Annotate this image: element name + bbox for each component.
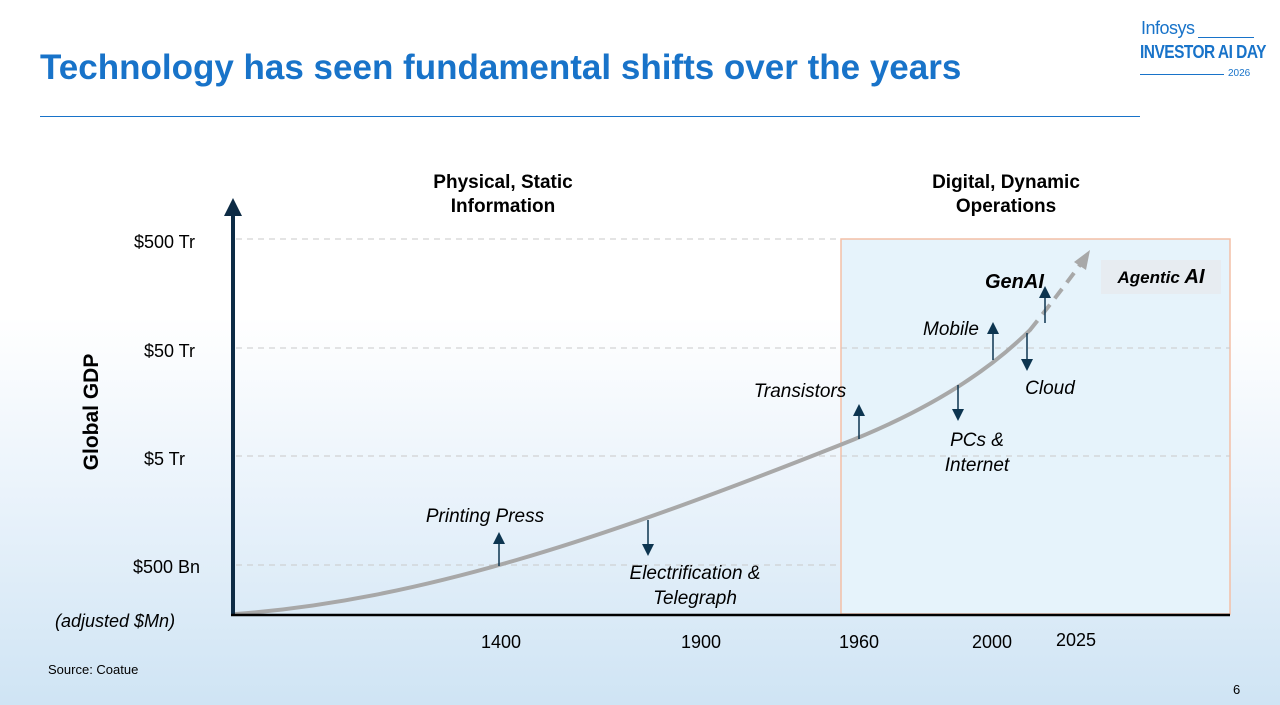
x-tick-1900: 1900 (680, 632, 722, 652)
source-note: Source: Coatue (48, 662, 139, 677)
x-tick-1400: 1400 (480, 632, 522, 652)
gdp-curve-projection (1028, 263, 1082, 332)
event-printing-press: Printing Press (425, 506, 545, 527)
projection-arrowhead (1074, 250, 1090, 270)
x-tick-2025: 2025 (1055, 630, 1097, 650)
event-electrification: Electrification & Telegraph (605, 561, 785, 611)
logo-event: INVESTOR AI DAY (1140, 42, 1266, 62)
event-pcs-internet-line2: Internet (944, 455, 1010, 476)
x-tick-1960: 1960 (838, 632, 880, 652)
y-tick-500-tr: $500 Tr (133, 232, 195, 252)
gdp-curve (234, 328, 1032, 616)
y-tick-50-tr: $50 Tr (143, 341, 195, 361)
infosys-logo: Infosys INVESTOR AI DAY 2026 (1140, 18, 1266, 84)
event-transistors: Transistors (753, 381, 847, 402)
logo-brand-line (1198, 37, 1254, 38)
event-electrification-line2: Telegraph (653, 588, 737, 609)
event-cloud: Cloud (1025, 378, 1075, 399)
y-tick-5-tr: $5 Tr (143, 449, 185, 469)
event-genai: GenAI (985, 271, 1044, 293)
page-number: 6 (1233, 682, 1241, 697)
phase-physical-line1: Physical, Static (433, 172, 573, 193)
agentic-ai-badge: Agentic AI (1101, 260, 1221, 294)
logo-year-line (1140, 74, 1224, 75)
agentic-ai-prefix: Agentic (1117, 268, 1185, 287)
event-pcs-internet-line1: PCs & (950, 430, 1004, 451)
phase-physical: Physical, Static Information (403, 171, 603, 219)
y-tick-500-bn: $500 Bn (132, 557, 200, 577)
phase-digital: Digital, Dynamic Operations (906, 171, 1106, 219)
event-pcs-internet: PCs & Internet (922, 428, 1032, 478)
phase-physical-line2: Information (450, 196, 556, 217)
slide-title: Technology has seen fundamental shifts o… (40, 48, 962, 87)
agentic-ai-suffix: AI (1184, 266, 1205, 288)
event-mobile: Mobile (923, 319, 979, 340)
logo-brand: Infosys (1141, 18, 1195, 38)
title-divider (40, 116, 1140, 117)
phase-digital-line2: Operations (955, 196, 1057, 217)
y-units: (adjusted $Mn) (55, 611, 176, 631)
phase-digital-line1: Digital, Dynamic (932, 172, 1080, 193)
event-electrification-line1: Electrification & (629, 563, 761, 584)
digital-era-highlight (840, 238, 1231, 615)
logo-year: 2026 (1228, 68, 1251, 79)
y-axis-arrowhead (224, 198, 242, 216)
x-tick-2000: 2000 (971, 632, 1013, 652)
